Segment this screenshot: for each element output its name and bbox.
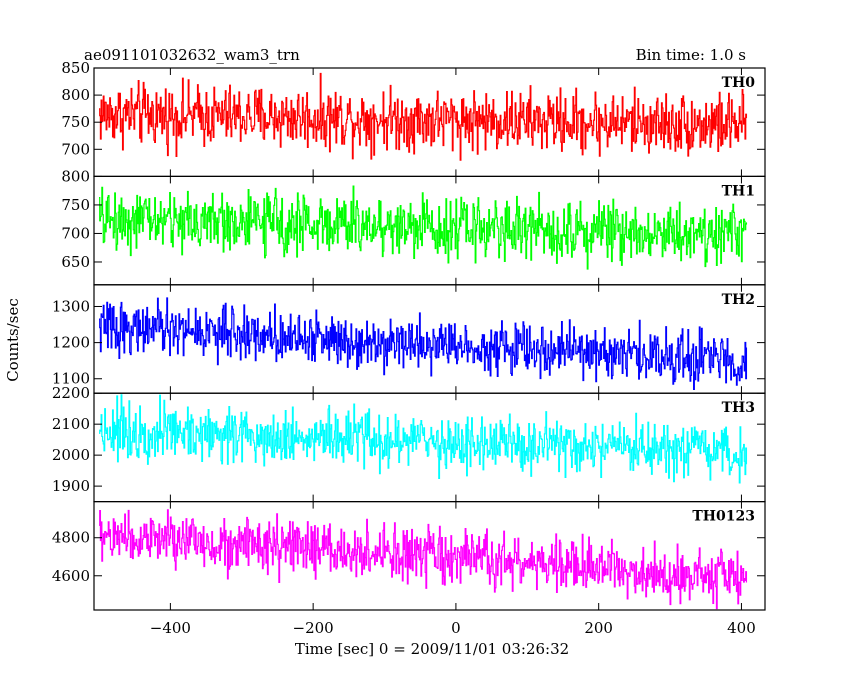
plot-header-right: Bin time: 1.0 s (636, 46, 746, 64)
y-tick-label: 800 (61, 86, 90, 104)
panel-label-th0123: TH0123 (692, 509, 755, 525)
x-tick-label: 400 (727, 619, 756, 637)
y-tick-label: 4600 (52, 567, 90, 585)
y-tick-label: 2000 (52, 446, 90, 464)
y-tick-label: 1100 (52, 370, 90, 388)
x-tick-label: −200 (293, 619, 334, 637)
y-tick-label: 1900 (52, 477, 90, 495)
panel-label-th3: TH3 (722, 400, 755, 416)
series-line-th0 (99, 72, 748, 161)
y-tick-label: 750 (61, 196, 90, 214)
x-tick-label: 0 (451, 619, 461, 637)
panels-group: 700 750 800 850 TH0 650 700 750 800 TH1 1100 1200 13… (52, 59, 766, 637)
y-tick-label: 4800 (52, 529, 90, 547)
plot-header-left: ae091101032632_wam3_trn (84, 46, 300, 64)
panel-label-th0: TH0 (722, 75, 756, 91)
x-axis-label: Time [sec] 0 = 2009/11/01 03:26:32 (295, 640, 569, 658)
x-tick-label: 200 (584, 619, 613, 637)
panel-label-th2: TH2 (722, 292, 755, 308)
panel-label-th1: TH1 (722, 183, 755, 199)
y-tick-label: 700 (61, 224, 90, 242)
y-tick-label: 800 (61, 167, 90, 185)
y-tick-label: 700 (61, 140, 90, 158)
y-tick-label: 750 (61, 113, 90, 131)
y-tick-label: 2100 (52, 415, 90, 433)
y-tick-label: 1300 (52, 297, 90, 315)
y-tick-label: 850 (61, 59, 90, 77)
series-line-th2 (99, 297, 748, 390)
y-tick-label: 1200 (52, 334, 90, 352)
y-tick-label: 2200 (52, 384, 90, 402)
series-line-th3 (99, 394, 748, 484)
series-line-th0123 (99, 509, 748, 610)
series-line-th1 (99, 185, 748, 270)
y-axis-label: Counts/sec (4, 298, 22, 382)
y-tick-label: 650 (61, 253, 90, 271)
panel-frame (93, 501, 766, 611)
x-tick-label: −400 (150, 619, 191, 637)
